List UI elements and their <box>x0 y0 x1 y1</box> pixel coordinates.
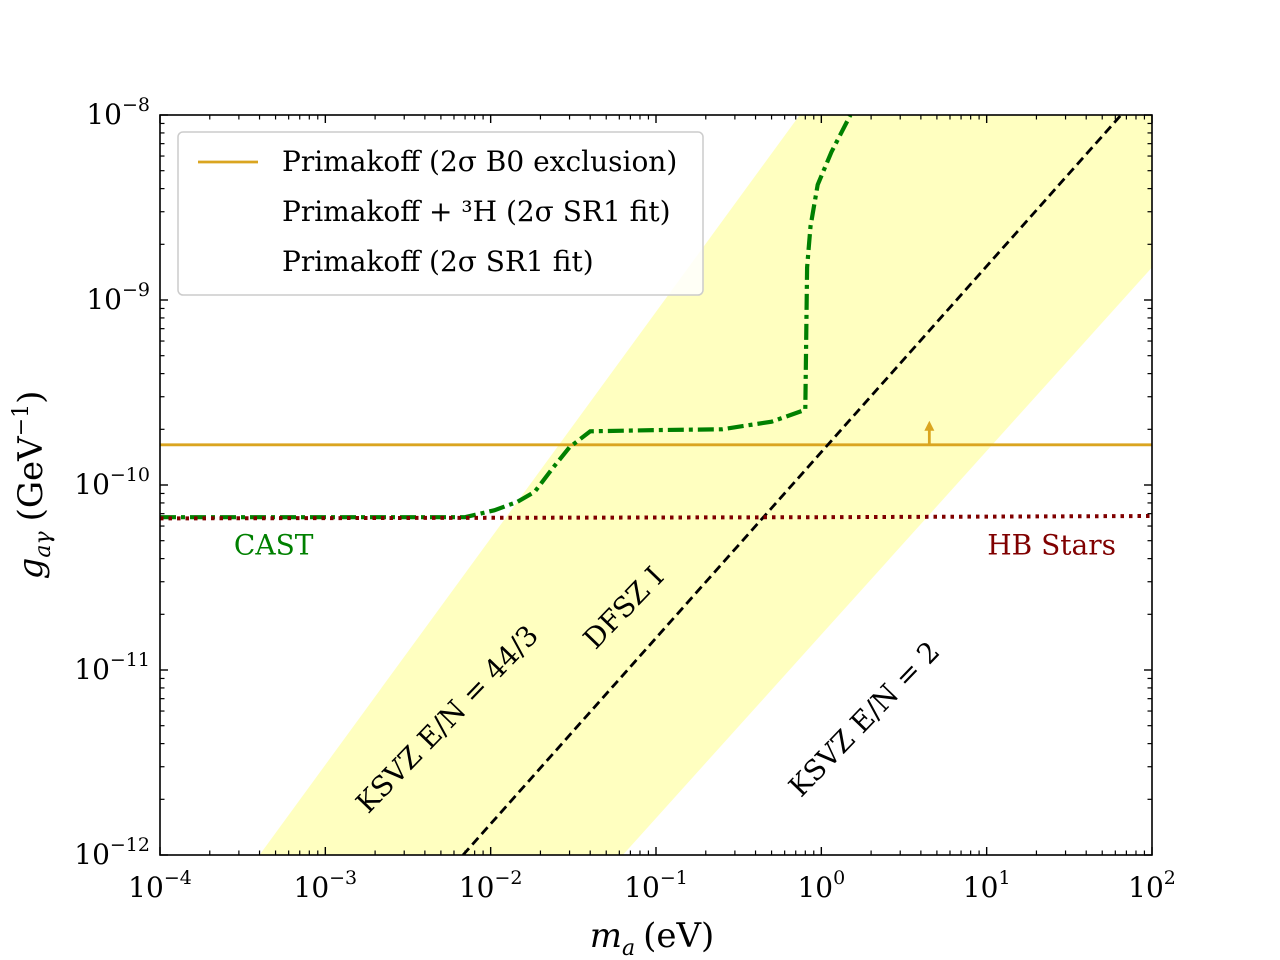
annotation-cast-label: CAST <box>234 529 314 562</box>
legend-label: Primakoff + ³H (2σ SR1 fit) <box>282 195 671 228</box>
y-axis-label: gaγ (GeV−1) <box>9 391 56 580</box>
x-tick-label: 100 <box>797 867 845 904</box>
arrow-head <box>924 420 935 431</box>
y-tick-label: 10−8 <box>86 94 150 131</box>
annotation-ksvz2-label: KSVZ E/N = 2 <box>782 635 946 803</box>
x-tick-label: 10−1 <box>624 867 688 904</box>
x-tick-label: 10−4 <box>128 867 192 904</box>
ticks-layer: 10−4 10−3 10−2 10−1 100 101 102 10−12 10−11 10−10… <box>74 94 1176 904</box>
legend-label: Primakoff (2σ SR1 fit) <box>282 245 594 278</box>
x-axis-sub: a <box>622 936 635 960</box>
x-tick-label: 10−3 <box>294 867 358 904</box>
y-tick-label: 10−12 <box>74 834 150 871</box>
y-tick-label: 10−11 <box>74 649 150 686</box>
y-axis-unit-exp: −1 <box>9 404 34 436</box>
x-tick-label: 10−2 <box>459 867 523 904</box>
y-tick-label: 10−9 <box>86 279 150 316</box>
series-dfsz <box>461 115 1123 855</box>
lines-layer <box>160 115 1152 855</box>
ksvz-band <box>259 115 1152 855</box>
y-axis-sub: aγ <box>31 531 56 558</box>
legend: Primakoff (2σ B0 exclusion) Primakoff + ³… <box>177 131 704 296</box>
y-axis-unit-pre: (GeV <box>11 435 51 522</box>
x-axis-unit: (eV) <box>643 916 714 956</box>
legend-label: Primakoff (2σ B0 exclusion) <box>282 145 677 178</box>
series-hb_stars <box>160 514 1152 521</box>
legend-box <box>177 131 704 296</box>
bands-layer <box>259 115 1152 855</box>
series-cast <box>160 115 853 520</box>
y-axis-var: g <box>11 558 51 580</box>
y-tick-label: 10−10 <box>74 464 150 501</box>
annotation-hb-label: HB Stars <box>987 529 1116 562</box>
x-tick-label: 101 <box>963 867 1011 904</box>
y-axis-unit-post: ) <box>11 391 51 404</box>
x-tick-label: 102 <box>1128 867 1176 904</box>
x-axis-label: ma (eV) <box>590 916 715 960</box>
x-axis-var: m <box>590 916 622 956</box>
